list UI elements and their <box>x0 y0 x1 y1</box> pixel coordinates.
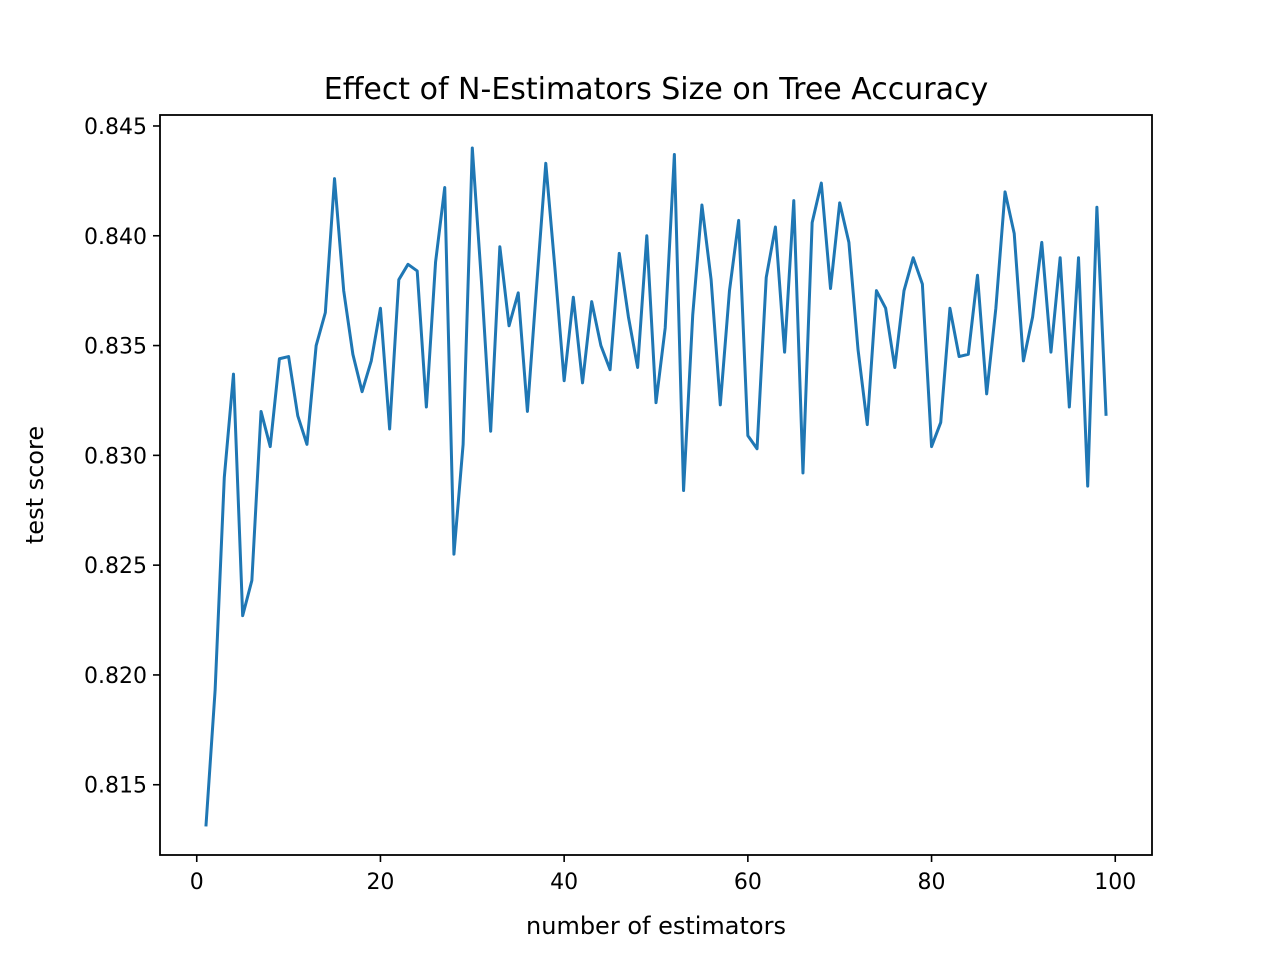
series-line <box>204 146 1108 827</box>
y-tick-label: 0.845 <box>84 115 147 140</box>
x-tick-label: 100 <box>1094 870 1136 895</box>
x-tick-label: 60 <box>734 870 762 895</box>
chart-title: Effect of N-Estimators Size on Tree Accu… <box>324 72 989 107</box>
x-tick-label: 20 <box>366 870 394 895</box>
y-tick-label: 0.820 <box>84 664 147 689</box>
x-tick-label: 0 <box>190 870 204 895</box>
y-axis-label: test score <box>21 426 49 544</box>
y-tick-label: 0.815 <box>84 774 147 799</box>
y-tick-label: 0.835 <box>84 335 147 360</box>
x-axis-ticks: 0 20 40 60 80 100 <box>190 855 1136 895</box>
y-tick-label: 0.830 <box>84 444 147 469</box>
y-tick-label: 0.825 <box>84 554 147 579</box>
x-axis-label: number of estimators <box>526 912 786 940</box>
x-tick-label: 80 <box>918 870 946 895</box>
y-tick-label: 0.840 <box>84 225 147 250</box>
x-tick-label: 40 <box>550 870 578 895</box>
plot-frame <box>159 114 1153 856</box>
y-axis-ticks: 0.815 0.820 0.825 0.830 0.835 0.840 0.845 <box>84 115 160 799</box>
